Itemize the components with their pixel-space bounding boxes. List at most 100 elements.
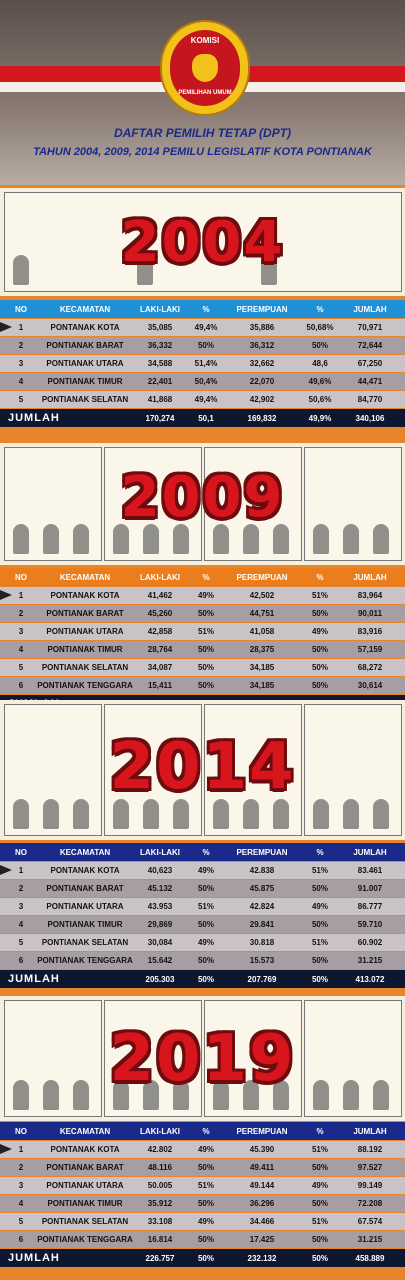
total-cell-pp: 50% <box>311 974 328 984</box>
dpt-table: NO KECAMATAN LAKI-LAKI% PEREMPUAN% JUMLAH 1 PO… <box>0 568 405 713</box>
column-header: % <box>202 847 210 857</box>
person-icon <box>13 1080 29 1110</box>
table-cell-perempuan: 36.296 <box>249 1199 275 1208</box>
table-cell-no: 2 <box>18 884 24 893</box>
garuda-icon <box>192 54 218 82</box>
logo-bottom-text: PEMILIHAN UMUM <box>178 90 232 96</box>
table-cell-perempuan: 34.466 <box>249 1217 275 1226</box>
table-cell-kecamatan: PONTIANAK TENGGARA <box>37 956 133 965</box>
table-row: 5 PONTIANAK SELATAN 33.108 49% 34.466 51% 67.5… <box>0 1213 405 1230</box>
column-header: JUMLAH <box>353 847 387 857</box>
table-row: 3 PONTIANAK UTARA 43.953 51% 42.824 49% 86.777 <box>0 898 405 915</box>
person-icon <box>313 1080 329 1110</box>
table-cell-pp: 49,6% <box>308 377 332 386</box>
table-cell-laki: 29,869 <box>147 920 173 929</box>
table-header: NO KECAMATAN LAKI-LAKI% PEREMPUAN% JUMLAH <box>0 843 405 861</box>
row-pointer-icon <box>0 322 12 332</box>
table-cell-pp: 50% <box>311 1199 328 1208</box>
person-icon <box>13 799 29 829</box>
person-icon <box>143 799 159 829</box>
comic-illustration <box>0 700 405 840</box>
table-cell-perempuan: 34,185 <box>249 663 275 672</box>
table-cell-laki: 35,085 <box>147 323 173 332</box>
table-cell-laki: 41,462 <box>147 591 173 600</box>
table-cell-jumlah: 83,916 <box>357 627 383 636</box>
table-cell-perempuan: 17.425 <box>249 1235 275 1244</box>
table-cell-pl: 50% <box>197 609 214 618</box>
total-cell-pl: 50,1 <box>198 413 214 423</box>
person-icon <box>113 799 129 829</box>
column-header: NO <box>15 304 27 314</box>
column-header: JUMLAH <box>353 1126 387 1136</box>
table-cell-perempuan: 36,312 <box>249 341 275 350</box>
table-cell-jumlah: 88.192 <box>357 1145 383 1154</box>
total-label: JUMLAH <box>8 973 60 985</box>
person-icon <box>373 524 389 554</box>
table-cell-no: 6 <box>18 681 24 690</box>
comic-illustration <box>0 996 405 1121</box>
column-header: KECAMATAN <box>59 572 111 582</box>
total-cell-pl: 50% <box>197 1253 214 1263</box>
dpt-table: NO KECAMATAN LAKI-LAKI% PEREMPUAN% JUMLAH 1 PO… <box>0 300 405 427</box>
table-cell-kecamatan: PONTIANAK TENGGARA <box>37 1235 133 1244</box>
table-cell-kecamatan: PONTANAK KOTA <box>50 866 120 875</box>
total-row: JUMLAH 170,274 50,1 169,832 49,9% 340,106 <box>0 409 405 427</box>
column-header: LAKI-LAKI <box>140 572 180 582</box>
table-cell-laki: 41,868 <box>147 395 173 404</box>
column-header: % <box>316 572 324 582</box>
table-cell-jumlah: 83.461 <box>357 866 383 875</box>
table-cell-pl: 51% <box>197 627 214 636</box>
table-cell-no: 4 <box>18 920 24 929</box>
logo-shield: KOMISI PEMILIHAN UMUM <box>170 30 240 106</box>
comic-frame <box>304 447 402 561</box>
comic-frame <box>304 704 402 836</box>
total-cell-laki: 205.303 <box>145 974 175 984</box>
person-icon <box>260 255 277 285</box>
person-icon <box>313 799 329 829</box>
table-cell-laki: 40,623 <box>147 866 173 875</box>
table-cell-pl: 50% <box>197 1163 214 1172</box>
comic-frame <box>4 1000 102 1117</box>
table-cell-perempuan: 42,502 <box>249 591 275 600</box>
table-row: 1 PONTANAK KOTA 41,462 49% 42,502 51% 83,964 <box>0 587 405 604</box>
person-icon <box>173 799 189 829</box>
person-icon <box>343 1080 359 1110</box>
table-row: 2 PONTIANAK BARAT 36,332 50% 36,312 50% 72,644 <box>0 337 405 354</box>
table-cell-pp: 50% <box>311 956 328 965</box>
total-cell-jumlah: 458.889 <box>355 1253 385 1263</box>
comic-illustration <box>0 443 405 565</box>
table-cell-laki: 35.912 <box>147 1199 173 1208</box>
table-cell-no: 5 <box>18 938 24 947</box>
table-cell-pp: 48,6 <box>312 359 328 368</box>
table-cell-pp: 50% <box>311 1163 328 1172</box>
dpt-table: NO KECAMATAN LAKI-LAKI% PEREMPUAN% JUMLAH 1 PO… <box>0 1122 405 1267</box>
table-cell-jumlah: 90,011 <box>357 609 383 618</box>
table-cell-pl: 49% <box>197 1217 214 1226</box>
page-title: DAFTAR PEMILIH TETAP (DPT) <box>113 126 292 140</box>
table-cell-jumlah: 60.902 <box>357 938 383 947</box>
comic-frame <box>104 704 202 836</box>
dpt-table: NO KECAMATAN LAKI-LAKI% PEREMPUAN% JUMLAH 1 PO… <box>0 843 405 988</box>
table-cell-kecamatan: PONTIANAK BARAT <box>46 884 124 893</box>
table-cell-no: 3 <box>18 902 24 911</box>
table-cell-jumlah: 86.777 <box>357 902 383 911</box>
table-cell-pp: 50,68% <box>306 323 334 332</box>
table-cell-pp: 50% <box>311 920 328 929</box>
table-cell-laki: 30,084 <box>147 938 173 947</box>
person-icon <box>273 524 289 554</box>
person-icon <box>13 255 29 285</box>
person-icon <box>73 1080 89 1110</box>
table-cell-kecamatan: PONTIANAK BARAT <box>46 341 124 350</box>
table-cell-pl: 51% <box>197 902 214 911</box>
row-pointer-icon <box>0 865 12 875</box>
table-cell-laki: 45,260 <box>147 609 173 618</box>
kpu-logo-icon: KOMISI PEMILIHAN UMUM <box>160 20 250 116</box>
table-cell-laki: 15,411 <box>147 681 173 690</box>
table-cell-pp: 50% <box>311 341 328 350</box>
person-icon <box>213 799 229 829</box>
table-cell-no: 2 <box>18 609 24 618</box>
person-icon <box>43 1080 59 1110</box>
table-cell-jumlah: 57,159 <box>357 645 383 654</box>
table-cell-no: 1 <box>18 591 24 600</box>
table-cell-no: 2 <box>18 341 24 350</box>
